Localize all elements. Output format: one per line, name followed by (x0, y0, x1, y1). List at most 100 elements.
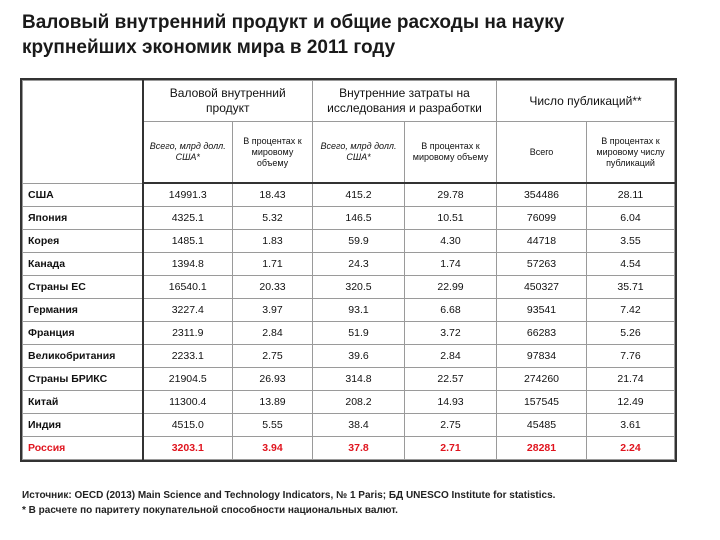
value-cell: 59.9 (312, 229, 405, 253)
data-table-container: Валовой внутренний продукт Внутренние за… (20, 78, 677, 462)
value-cell: 22.57 (404, 367, 497, 391)
country-header-cell (22, 80, 144, 184)
country-cell: Германия (22, 298, 144, 322)
value-cell: 18.43 (232, 182, 313, 207)
value-cell: 1485.1 (142, 229, 233, 253)
value-cell: 5.55 (232, 413, 313, 437)
value-cell: 93.1 (312, 298, 405, 322)
country-cell: Страны БРИКС (22, 367, 144, 391)
value-cell: 4515.0 (142, 413, 233, 437)
value-cell: 22.99 (404, 275, 497, 299)
value-cell: 44718 (496, 229, 587, 253)
value-cell: 28281 (496, 436, 587, 460)
value-cell: 11300.4 (142, 390, 233, 414)
value-cell: 14.93 (404, 390, 497, 414)
value-cell: 1.71 (232, 252, 313, 276)
value-cell: 3.97 (232, 298, 313, 322)
value-cell: 354486 (496, 182, 587, 207)
value-cell: 20.33 (232, 275, 313, 299)
subheader-rnd-total: Всего, млрд долл. США* (312, 121, 405, 184)
value-cell: 3.61 (586, 413, 675, 437)
value-cell: 2311.9 (142, 321, 233, 345)
value-cell: 1.83 (232, 229, 313, 253)
value-cell: 7.42 (586, 298, 675, 322)
value-cell: 29.78 (404, 182, 497, 207)
value-cell: 28.11 (586, 182, 675, 207)
table-row: Канада 1394.8 1.71 24.3 1.74 57263 4.54 (22, 252, 675, 276)
value-cell: 76099 (496, 206, 587, 230)
value-cell: 5.26 (586, 321, 675, 345)
value-cell: 3227.4 (142, 298, 233, 322)
country-cell: Китай (22, 390, 144, 414)
table-row: Япония 4325.1 5.32 146.5 10.51 76099 6.04 (22, 206, 675, 230)
value-cell: 2233.1 (142, 344, 233, 368)
table-row: США 14991.3 18.43 415.2 29.78 354486 28.11 (22, 182, 675, 207)
value-cell: 274260 (496, 367, 587, 391)
table-body: США 14991.3 18.43 415.2 29.78 354486 28.11 Япон… (22, 182, 675, 460)
value-cell: 3203.1 (142, 436, 233, 460)
value-cell: 3.55 (586, 229, 675, 253)
value-cell: 2.24 (586, 436, 675, 460)
value-cell: 4325.1 (142, 206, 233, 230)
value-cell: 12.49 (586, 390, 675, 414)
value-cell: 10.51 (404, 206, 497, 230)
table-row: Великобритания 2233.1 2.75 39.6 2.84 97834 7.7… (22, 344, 675, 368)
page-title: Валовый внутренний продукт и общие расхо… (22, 12, 565, 58)
value-cell: 7.76 (586, 344, 675, 368)
value-cell: 39.6 (312, 344, 405, 368)
value-cell: 208.2 (312, 390, 405, 414)
value-cell: 24.3 (312, 252, 405, 276)
value-cell: 13.89 (232, 390, 313, 414)
value-cell: 157545 (496, 390, 587, 414)
value-cell: 3.94 (232, 436, 313, 460)
country-cell: Страны ЕС (22, 275, 144, 299)
country-cell: Россия (22, 436, 144, 460)
data-table: Валовой внутренний продукт Внутренние за… (22, 80, 675, 460)
value-cell: 320.5 (312, 275, 405, 299)
value-cell: 2.75 (404, 413, 497, 437)
value-cell: 14991.3 (142, 182, 233, 207)
table-row: Россия 3203.1 3.94 37.8 2.71 28281 2.24 (22, 436, 675, 460)
table-row: Индия 4515.0 5.55 38.4 2.75 45485 3.61 (22, 413, 675, 437)
value-cell: 26.93 (232, 367, 313, 391)
value-cell: 2.84 (232, 321, 313, 345)
table-row: Китай 11300.4 13.89 208.2 14.93 157545 12.49 (22, 390, 675, 414)
group-header-rnd: Внутренние затраты на исследования и раз… (312, 80, 497, 122)
country-cell: Индия (22, 413, 144, 437)
table-row: Германия 3227.4 3.97 93.1 6.68 93541 7.42 (22, 298, 675, 322)
subheader-gdp-percent: В процентах к мировому объему (232, 121, 313, 184)
value-cell: 415.2 (312, 182, 405, 207)
source-note: Источник: OECD (2013) Main Science and T… (22, 490, 556, 501)
subheader-gdp-total: Всего, млрд долл. США* (142, 121, 233, 184)
country-cell: Канада (22, 252, 144, 276)
value-cell: 97834 (496, 344, 587, 368)
ppp-note: * В расчете по паритету покупательной сп… (22, 505, 398, 516)
table-row: Корея 1485.1 1.83 59.9 4.30 44718 3.55 (22, 229, 675, 253)
value-cell: 314.8 (312, 367, 405, 391)
country-cell: Япония (22, 206, 144, 230)
value-cell: 16540.1 (142, 275, 233, 299)
subheader-pub-percent: В процентах к мировому числу публикаций (586, 121, 675, 184)
subheader-pub-total: Всего (496, 121, 587, 184)
value-cell: 3.72 (404, 321, 497, 345)
value-cell: 66283 (496, 321, 587, 345)
country-cell: США (22, 182, 144, 207)
value-cell: 35.71 (586, 275, 675, 299)
value-cell: 2.75 (232, 344, 313, 368)
subheader-rnd-percent: В процентах к мировому объему (404, 121, 497, 184)
table-row: Страны БРИКС 21904.5 26.93 314.8 22.57 274260… (22, 367, 675, 391)
value-cell: 38.4 (312, 413, 405, 437)
country-cell: Великобритания (22, 344, 144, 368)
value-cell: 2.71 (404, 436, 497, 460)
group-header-gdp: Валовой внутренний продукт (142, 80, 313, 122)
value-cell: 21904.5 (142, 367, 233, 391)
value-cell: 1.74 (404, 252, 497, 276)
value-cell: 57263 (496, 252, 587, 276)
value-cell: 6.04 (586, 206, 675, 230)
group-header-publications: Число публикаций** (496, 80, 675, 122)
value-cell: 4.30 (404, 229, 497, 253)
value-cell: 37.8 (312, 436, 405, 460)
value-cell: 93541 (496, 298, 587, 322)
value-cell: 450327 (496, 275, 587, 299)
value-cell: 45485 (496, 413, 587, 437)
